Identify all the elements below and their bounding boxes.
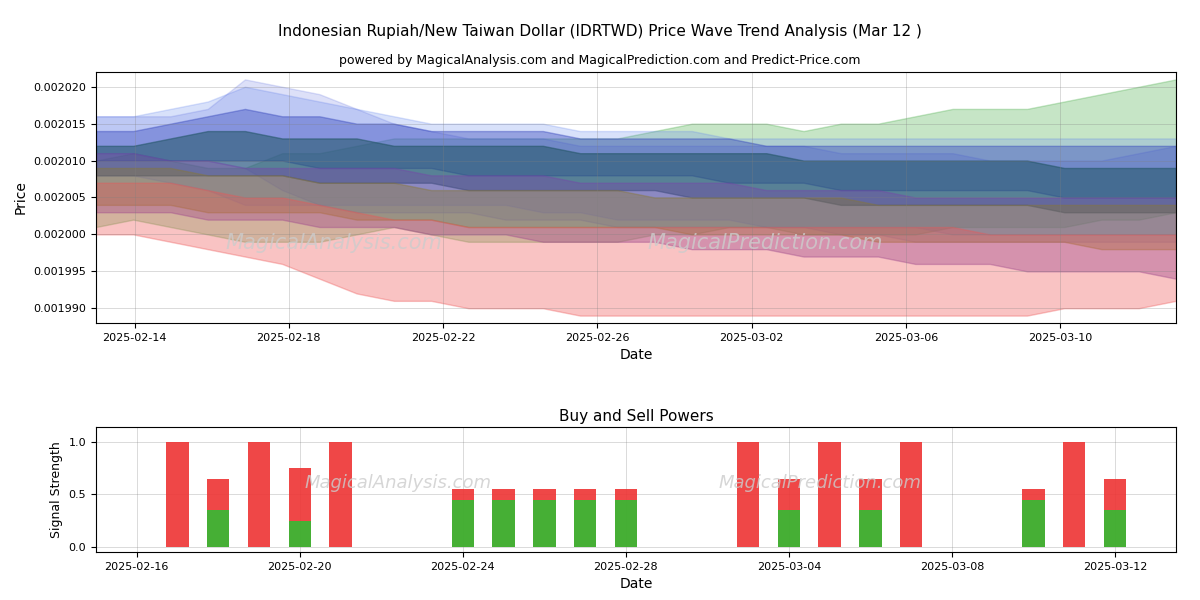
Bar — [208, 479, 229, 547]
Bar — [778, 479, 800, 547]
Bar — [492, 489, 515, 547]
Bar — [248, 442, 270, 547]
Bar — [533, 500, 556, 547]
Bar — [1022, 500, 1044, 547]
Bar — [900, 442, 923, 547]
Text: MagicalAnalysis.com: MagicalAnalysis.com — [226, 233, 442, 253]
Bar — [1104, 510, 1126, 547]
Bar — [167, 442, 188, 547]
Text: MagicalPrediction.com: MagicalPrediction.com — [718, 474, 922, 492]
Bar — [492, 500, 515, 547]
Bar — [574, 489, 596, 547]
Bar — [737, 442, 760, 547]
Bar — [859, 479, 882, 547]
Bar — [1104, 479, 1126, 547]
Bar — [574, 500, 596, 547]
X-axis label: Date: Date — [619, 348, 653, 362]
Bar — [1022, 489, 1044, 547]
X-axis label: Date: Date — [619, 577, 653, 591]
Y-axis label: Price: Price — [14, 181, 28, 214]
Text: Indonesian Rupiah/New Taiwan Dollar (IDRTWD) Price Wave Trend Analysis (Mar 12 ): Indonesian Rupiah/New Taiwan Dollar (IDR… — [278, 24, 922, 39]
Bar — [818, 442, 841, 547]
Bar — [1063, 442, 1085, 547]
Title: Buy and Sell Powers: Buy and Sell Powers — [559, 409, 713, 424]
Bar — [451, 500, 474, 547]
Bar — [778, 510, 800, 547]
Bar — [533, 489, 556, 547]
Bar — [451, 489, 474, 547]
Text: MagicalAnalysis.com: MagicalAnalysis.com — [305, 474, 492, 492]
Bar — [329, 442, 352, 547]
Y-axis label: Signal Strength: Signal Strength — [50, 441, 64, 538]
Bar — [859, 510, 882, 547]
Text: MagicalPrediction.com: MagicalPrediction.com — [648, 233, 883, 253]
Bar — [614, 489, 637, 547]
Text: powered by MagicalAnalysis.com and MagicalPrediction.com and Predict-Price.com: powered by MagicalAnalysis.com and Magic… — [340, 54, 860, 67]
Bar — [614, 500, 637, 547]
Bar — [288, 521, 311, 547]
Bar — [208, 510, 229, 547]
Bar — [288, 469, 311, 547]
